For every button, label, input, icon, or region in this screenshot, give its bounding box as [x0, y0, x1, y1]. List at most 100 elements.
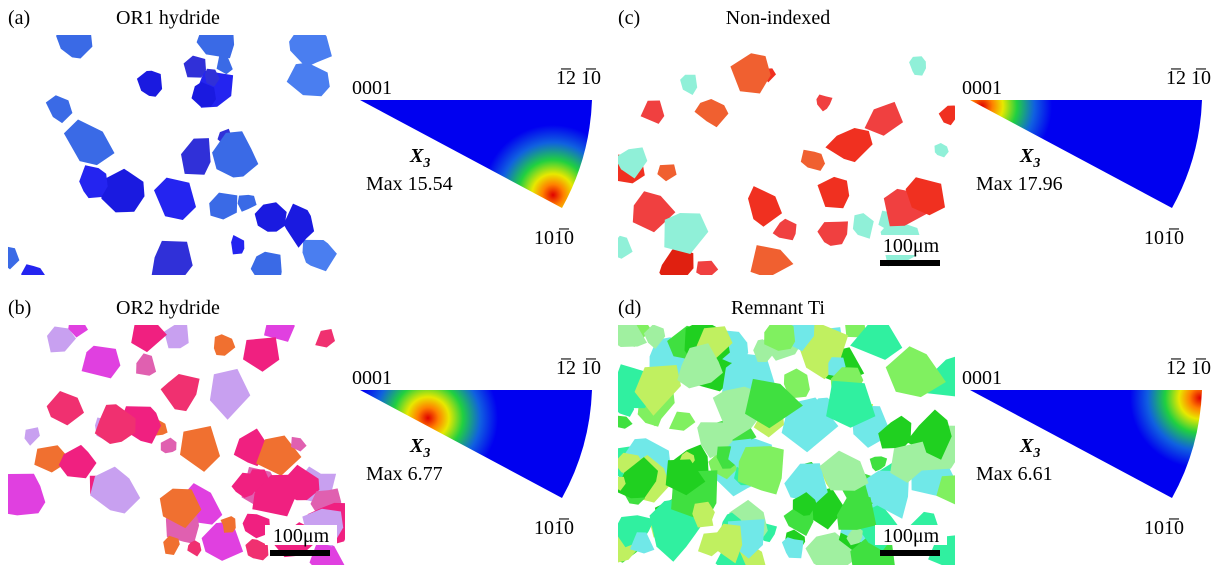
grain: [825, 128, 873, 163]
grain: [711, 523, 743, 564]
scale-bar-bg: [875, 525, 947, 545]
grain: [46, 391, 84, 426]
grain: [659, 247, 694, 275]
ebsd-map: [618, 325, 955, 565]
scale-bar-bg: [875, 235, 947, 255]
grain: [163, 535, 180, 555]
grain: [885, 346, 946, 398]
grain: [836, 494, 877, 530]
grain: [772, 218, 797, 241]
grain: [302, 239, 337, 272]
panel-title: Remnant Ti: [731, 297, 825, 319]
grain: [764, 325, 796, 351]
ipf-axis-label: X3: [1019, 145, 1040, 171]
grain: [730, 53, 771, 94]
grain: [618, 394, 635, 417]
scale-bar-label: 100μm: [883, 235, 940, 257]
grain: [79, 165, 108, 199]
grain: [938, 105, 955, 126]
grain: [781, 537, 804, 559]
grain: [629, 532, 655, 554]
grain: [618, 457, 658, 499]
grain: [286, 62, 330, 97]
grain: [160, 437, 177, 454]
grain: [209, 368, 251, 420]
scale-bar: [880, 550, 940, 556]
ipf-corner: 0001: [352, 367, 392, 389]
ipf-corner: 101̅0: [534, 517, 574, 539]
grain: [136, 353, 157, 376]
grain: [237, 194, 257, 212]
grain: [8, 246, 20, 270]
grain: [254, 202, 287, 232]
panel-label: (b): [8, 297, 31, 319]
grain: [657, 164, 677, 182]
grain: [826, 380, 876, 428]
grain: [905, 177, 945, 216]
grain: [45, 95, 73, 124]
grain: [63, 119, 115, 166]
grain: [180, 426, 220, 472]
grain: [864, 470, 910, 519]
axis-subscript: 3: [1032, 156, 1040, 171]
grain: [618, 515, 655, 548]
grain: [131, 325, 167, 353]
panel-label: (d): [618, 297, 641, 319]
grain: [242, 513, 270, 539]
grain: [289, 35, 332, 68]
grain: [250, 251, 282, 275]
grain: [136, 70, 163, 97]
ipf-corner: 1̅2 1̅0: [1166, 357, 1211, 379]
grain: [696, 260, 719, 275]
grain: [846, 526, 863, 546]
grain: [204, 68, 220, 87]
grain: [890, 441, 930, 483]
grain: [81, 345, 121, 379]
grain: [669, 411, 696, 431]
panel-label: (c): [618, 7, 640, 29]
grain: [737, 446, 784, 495]
grain: [680, 74, 698, 95]
grain: [819, 450, 869, 491]
grain: [745, 378, 803, 429]
axis-symbol: X: [409, 145, 424, 167]
grain: [909, 56, 926, 76]
grain: [90, 466, 141, 514]
axis-subscript: 3: [422, 446, 430, 461]
ipf-corner: 0001: [962, 367, 1002, 389]
grain: [643, 325, 666, 349]
ipf-corner: 101̅0: [1144, 517, 1184, 539]
grain: [634, 365, 681, 416]
grain: [24, 427, 40, 446]
grain: [233, 428, 267, 467]
grain: [817, 176, 850, 209]
axis-subscript: 3: [422, 156, 430, 171]
grain: [160, 374, 200, 412]
ipf-max: Max 15.54: [366, 173, 453, 195]
grain: [850, 325, 903, 360]
grain: [618, 325, 647, 347]
grain: [245, 539, 269, 561]
grain: [640, 100, 665, 124]
grain: [68, 325, 88, 338]
grain: [928, 535, 955, 565]
grain: [637, 404, 666, 427]
grain: [256, 435, 302, 476]
grain: [800, 149, 825, 171]
grain: [187, 540, 202, 557]
ebsd-map: [8, 35, 337, 275]
panel-title: OR2 hydride: [116, 297, 220, 319]
ipf-max: Max 17.96: [976, 173, 1063, 195]
ipf-corner: 101̅0: [534, 227, 574, 249]
ipf-corner: 101̅0: [1144, 227, 1184, 249]
grain: [191, 82, 216, 107]
grain: [665, 459, 706, 496]
grain: [164, 325, 189, 349]
grain: [692, 501, 715, 528]
grain: [677, 343, 723, 389]
grain: [852, 213, 874, 239]
grain: [934, 143, 949, 158]
grain: [315, 329, 335, 348]
